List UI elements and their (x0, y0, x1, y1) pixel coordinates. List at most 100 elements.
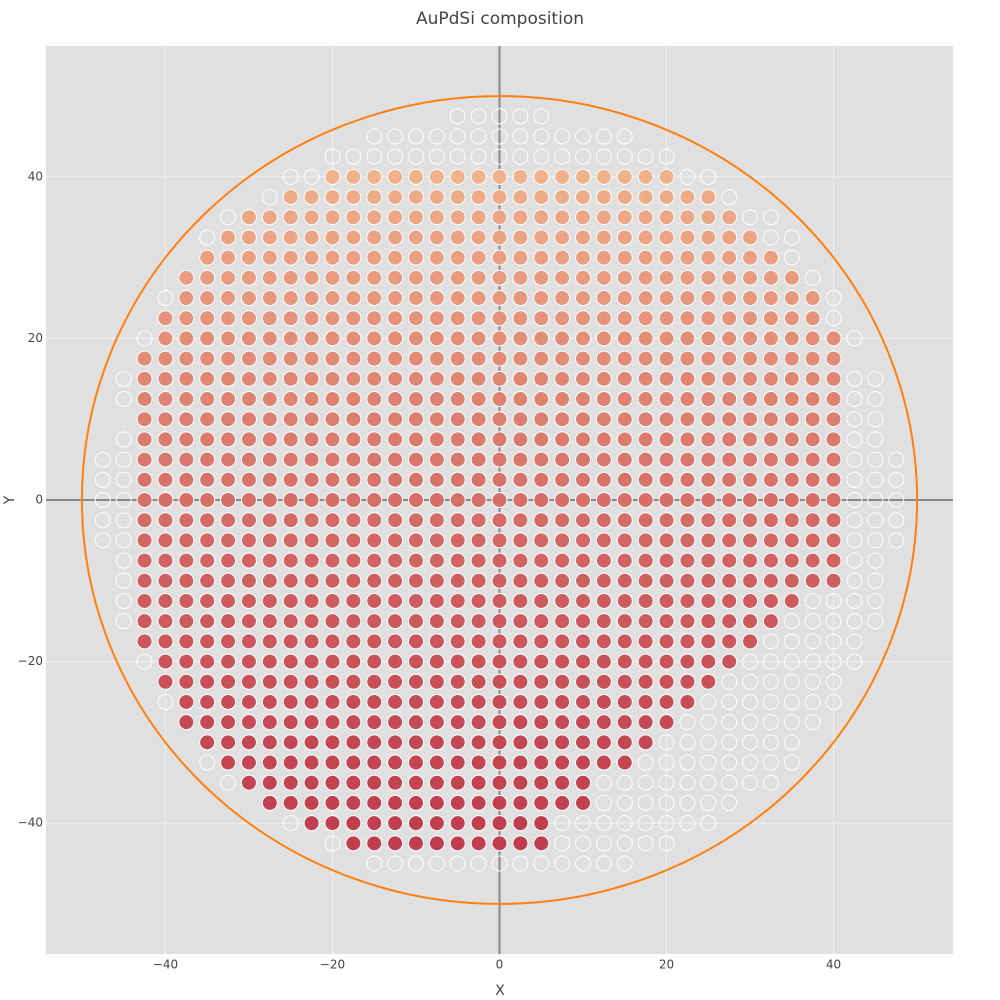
marker (387, 815, 404, 832)
marker (533, 572, 550, 589)
marker (595, 653, 612, 670)
marker (575, 592, 592, 609)
open-marker (115, 431, 132, 448)
open-marker (762, 673, 779, 690)
marker (742, 552, 759, 569)
marker (366, 592, 383, 609)
marker (220, 592, 237, 609)
marker (700, 592, 717, 609)
marker (595, 209, 612, 226)
marker (762, 350, 779, 367)
marker (220, 431, 237, 448)
marker (742, 249, 759, 266)
marker (366, 754, 383, 771)
marker (324, 673, 341, 690)
marker (679, 189, 696, 206)
marker (303, 290, 320, 307)
marker (533, 229, 550, 246)
marker (554, 754, 571, 771)
marker (178, 592, 195, 609)
open-marker (94, 451, 111, 468)
marker (178, 693, 195, 710)
marker (470, 815, 487, 832)
marker (324, 714, 341, 731)
open-marker (136, 330, 153, 347)
marker (407, 774, 424, 791)
open-marker (846, 572, 863, 589)
marker (387, 209, 404, 226)
marker (366, 673, 383, 690)
marker (428, 310, 445, 327)
marker (136, 451, 153, 468)
marker (220, 370, 237, 387)
open-marker (867, 552, 884, 569)
marker (721, 209, 738, 226)
marker (762, 592, 779, 609)
marker (825, 572, 842, 589)
open-marker (595, 128, 612, 145)
marker (449, 492, 466, 508)
marker (366, 492, 383, 508)
marker (261, 471, 278, 488)
marker (220, 229, 237, 246)
marker (366, 249, 383, 266)
marker (825, 451, 842, 468)
marker (575, 774, 592, 791)
marker (700, 572, 717, 589)
marker (762, 269, 779, 286)
marker (533, 310, 550, 327)
open-marker (783, 673, 800, 690)
marker (491, 673, 508, 690)
marker (282, 492, 299, 508)
marker (407, 492, 424, 508)
open-marker (470, 108, 487, 125)
marker (825, 471, 842, 488)
marker (825, 512, 842, 529)
marker (449, 794, 466, 811)
marker (470, 835, 487, 852)
marker (407, 269, 424, 286)
marker (387, 189, 404, 206)
marker (554, 532, 571, 549)
marker (679, 451, 696, 468)
marker (366, 269, 383, 286)
marker (491, 471, 508, 488)
y-tick-label: 20 (28, 331, 43, 345)
marker (595, 552, 612, 569)
marker (345, 492, 362, 508)
open-marker (804, 673, 821, 690)
marker (491, 633, 508, 650)
marker (637, 411, 654, 428)
marker (136, 411, 153, 428)
marker (595, 229, 612, 246)
marker (303, 693, 320, 710)
marker (261, 592, 278, 609)
marker (637, 391, 654, 408)
marker (491, 431, 508, 448)
marker (512, 431, 529, 448)
marker (804, 330, 821, 347)
open-marker (491, 148, 508, 165)
marker (303, 350, 320, 367)
marker (700, 471, 717, 488)
marker (324, 532, 341, 549)
open-marker (261, 189, 278, 206)
marker (470, 774, 487, 791)
marker (261, 714, 278, 731)
open-marker (449, 108, 466, 125)
open-marker (220, 209, 237, 226)
marker (679, 471, 696, 488)
marker (679, 653, 696, 670)
marker (261, 673, 278, 690)
open-marker (742, 673, 759, 690)
marker (762, 572, 779, 589)
marker (407, 411, 424, 428)
marker (261, 209, 278, 226)
marker (783, 512, 800, 529)
marker (428, 512, 445, 529)
marker (491, 391, 508, 408)
marker (428, 249, 445, 266)
marker (595, 290, 612, 307)
marker (742, 633, 759, 650)
open-marker (888, 532, 905, 549)
